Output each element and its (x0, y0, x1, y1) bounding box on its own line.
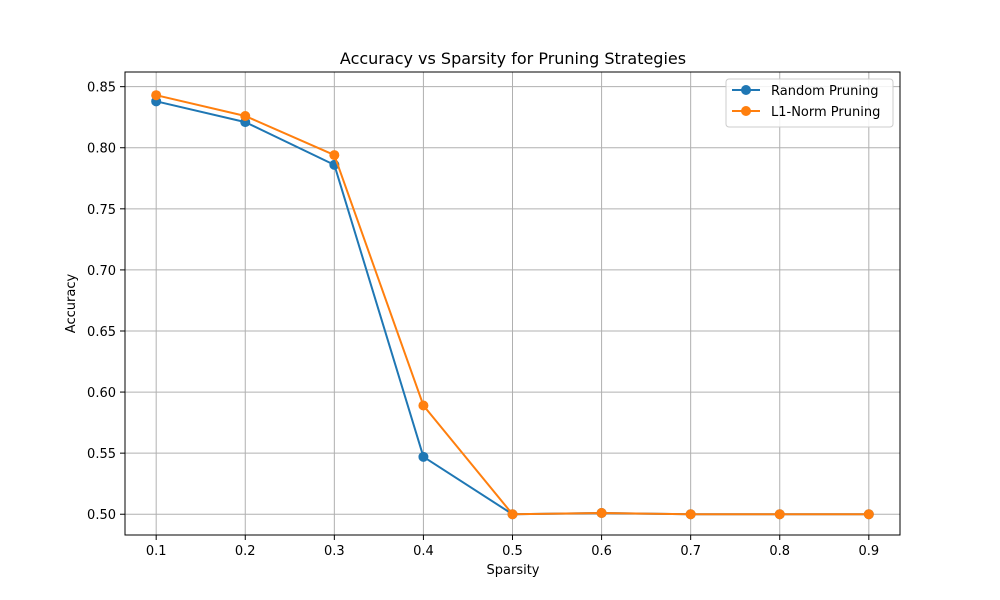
x-tick-label: 0.5 (502, 544, 523, 559)
data-point-l1-norm-pruning (418, 400, 429, 411)
data-point-l1-norm-pruning (507, 509, 518, 520)
data-point-l1-norm-pruning (240, 110, 251, 121)
legend-marker-random-pruning (741, 85, 751, 95)
x-tick-label: 0.6 (591, 544, 612, 559)
y-tick-label: 0.55 (87, 447, 116, 462)
x-axis-label: Sparsity (487, 563, 540, 578)
legend-marker-l1-norm-pruning (741, 106, 751, 116)
data-point-l1-norm-pruning (151, 90, 162, 101)
legend-box (725, 78, 894, 128)
x-tick-label: 0.7 (680, 544, 701, 559)
data-point-random-pruning (418, 451, 429, 462)
legend-label-random-pruning: Random Pruning (771, 84, 879, 99)
y-tick-label: 0.70 (87, 264, 116, 279)
y-tick-label: 0.60 (87, 386, 116, 401)
x-tick-label: 0.9 (858, 544, 879, 559)
series-layer (151, 90, 874, 520)
data-point-l1-norm-pruning (774, 509, 785, 520)
x-tick-label: 0.4 (413, 544, 434, 559)
y-tick-label: 0.50 (87, 508, 116, 523)
x-tick-label: 0.2 (235, 544, 256, 559)
data-point-l1-norm-pruning (596, 508, 607, 519)
x-tick-label: 0.1 (146, 544, 167, 559)
y-tick-label: 0.65 (87, 325, 116, 340)
y-axis-ticks: 0.50 0.55 0.60 0.65 0.70 0.75 0.80 0.85 (87, 81, 125, 523)
x-axis-ticks: 0.1 0.2 0.3 0.4 0.5 0.6 0.7 0.8 0.9 (146, 535, 879, 559)
chart-title: Accuracy vs Sparsity for Pruning Strateg… (340, 49, 686, 68)
data-point-l1-norm-pruning (685, 509, 696, 520)
y-tick-label: 0.85 (87, 81, 116, 96)
legend-label-l1-norm-pruning: L1-Norm Pruning (771, 105, 880, 120)
legend: Random Pruning L1-Norm Pruning (725, 78, 894, 128)
y-axis-label: Accuracy (64, 274, 79, 334)
data-point-l1-norm-pruning (863, 509, 874, 520)
y-tick-label: 0.75 (87, 203, 116, 218)
data-point-l1-norm-pruning (329, 150, 340, 161)
x-tick-label: 0.8 (769, 544, 790, 559)
y-tick-label: 0.80 (87, 142, 116, 157)
x-tick-label: 0.3 (324, 544, 345, 559)
